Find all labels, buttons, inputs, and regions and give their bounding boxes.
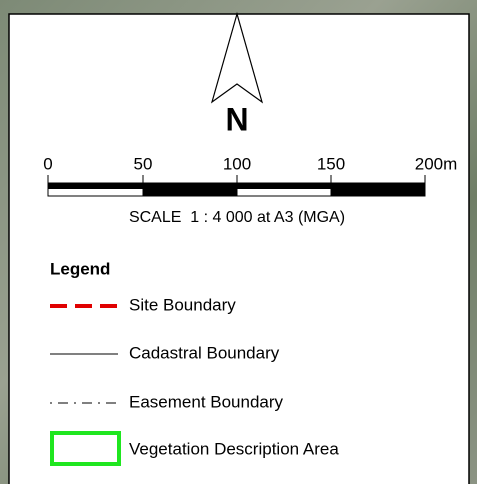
- scale-caption: SCALE 1 : 4 000 at A3 (MGA): [129, 209, 345, 226]
- legend-label: Vegetation Description Area: [129, 439, 339, 458]
- scale-segment: [48, 183, 143, 189]
- scale-label: 150: [317, 154, 345, 173]
- legend-label: Site Boundary: [129, 295, 236, 314]
- scale-segment: [143, 189, 237, 196]
- scale-segment: [331, 183, 425, 196]
- scale-label: 0: [43, 154, 52, 173]
- scale-segment: [237, 183, 331, 189]
- scale-segment: [143, 183, 237, 189]
- legend-title: Legend: [50, 259, 110, 278]
- map-legend-panel: N 0 50 100 150 200m SCALE 1 : 4 000 at A…: [0, 0, 477, 484]
- scale-label: 50: [134, 154, 153, 173]
- legend-label: Easement Boundary: [129, 392, 284, 411]
- scale-label: 200m: [415, 154, 458, 173]
- north-label: N: [225, 101, 248, 137]
- legend-label: Cadastral Boundary: [129, 343, 280, 362]
- scale-label: 100: [223, 154, 251, 173]
- page: N 0 50 100 150 200m SCALE 1 : 4 000 at A…: [0, 0, 477, 484]
